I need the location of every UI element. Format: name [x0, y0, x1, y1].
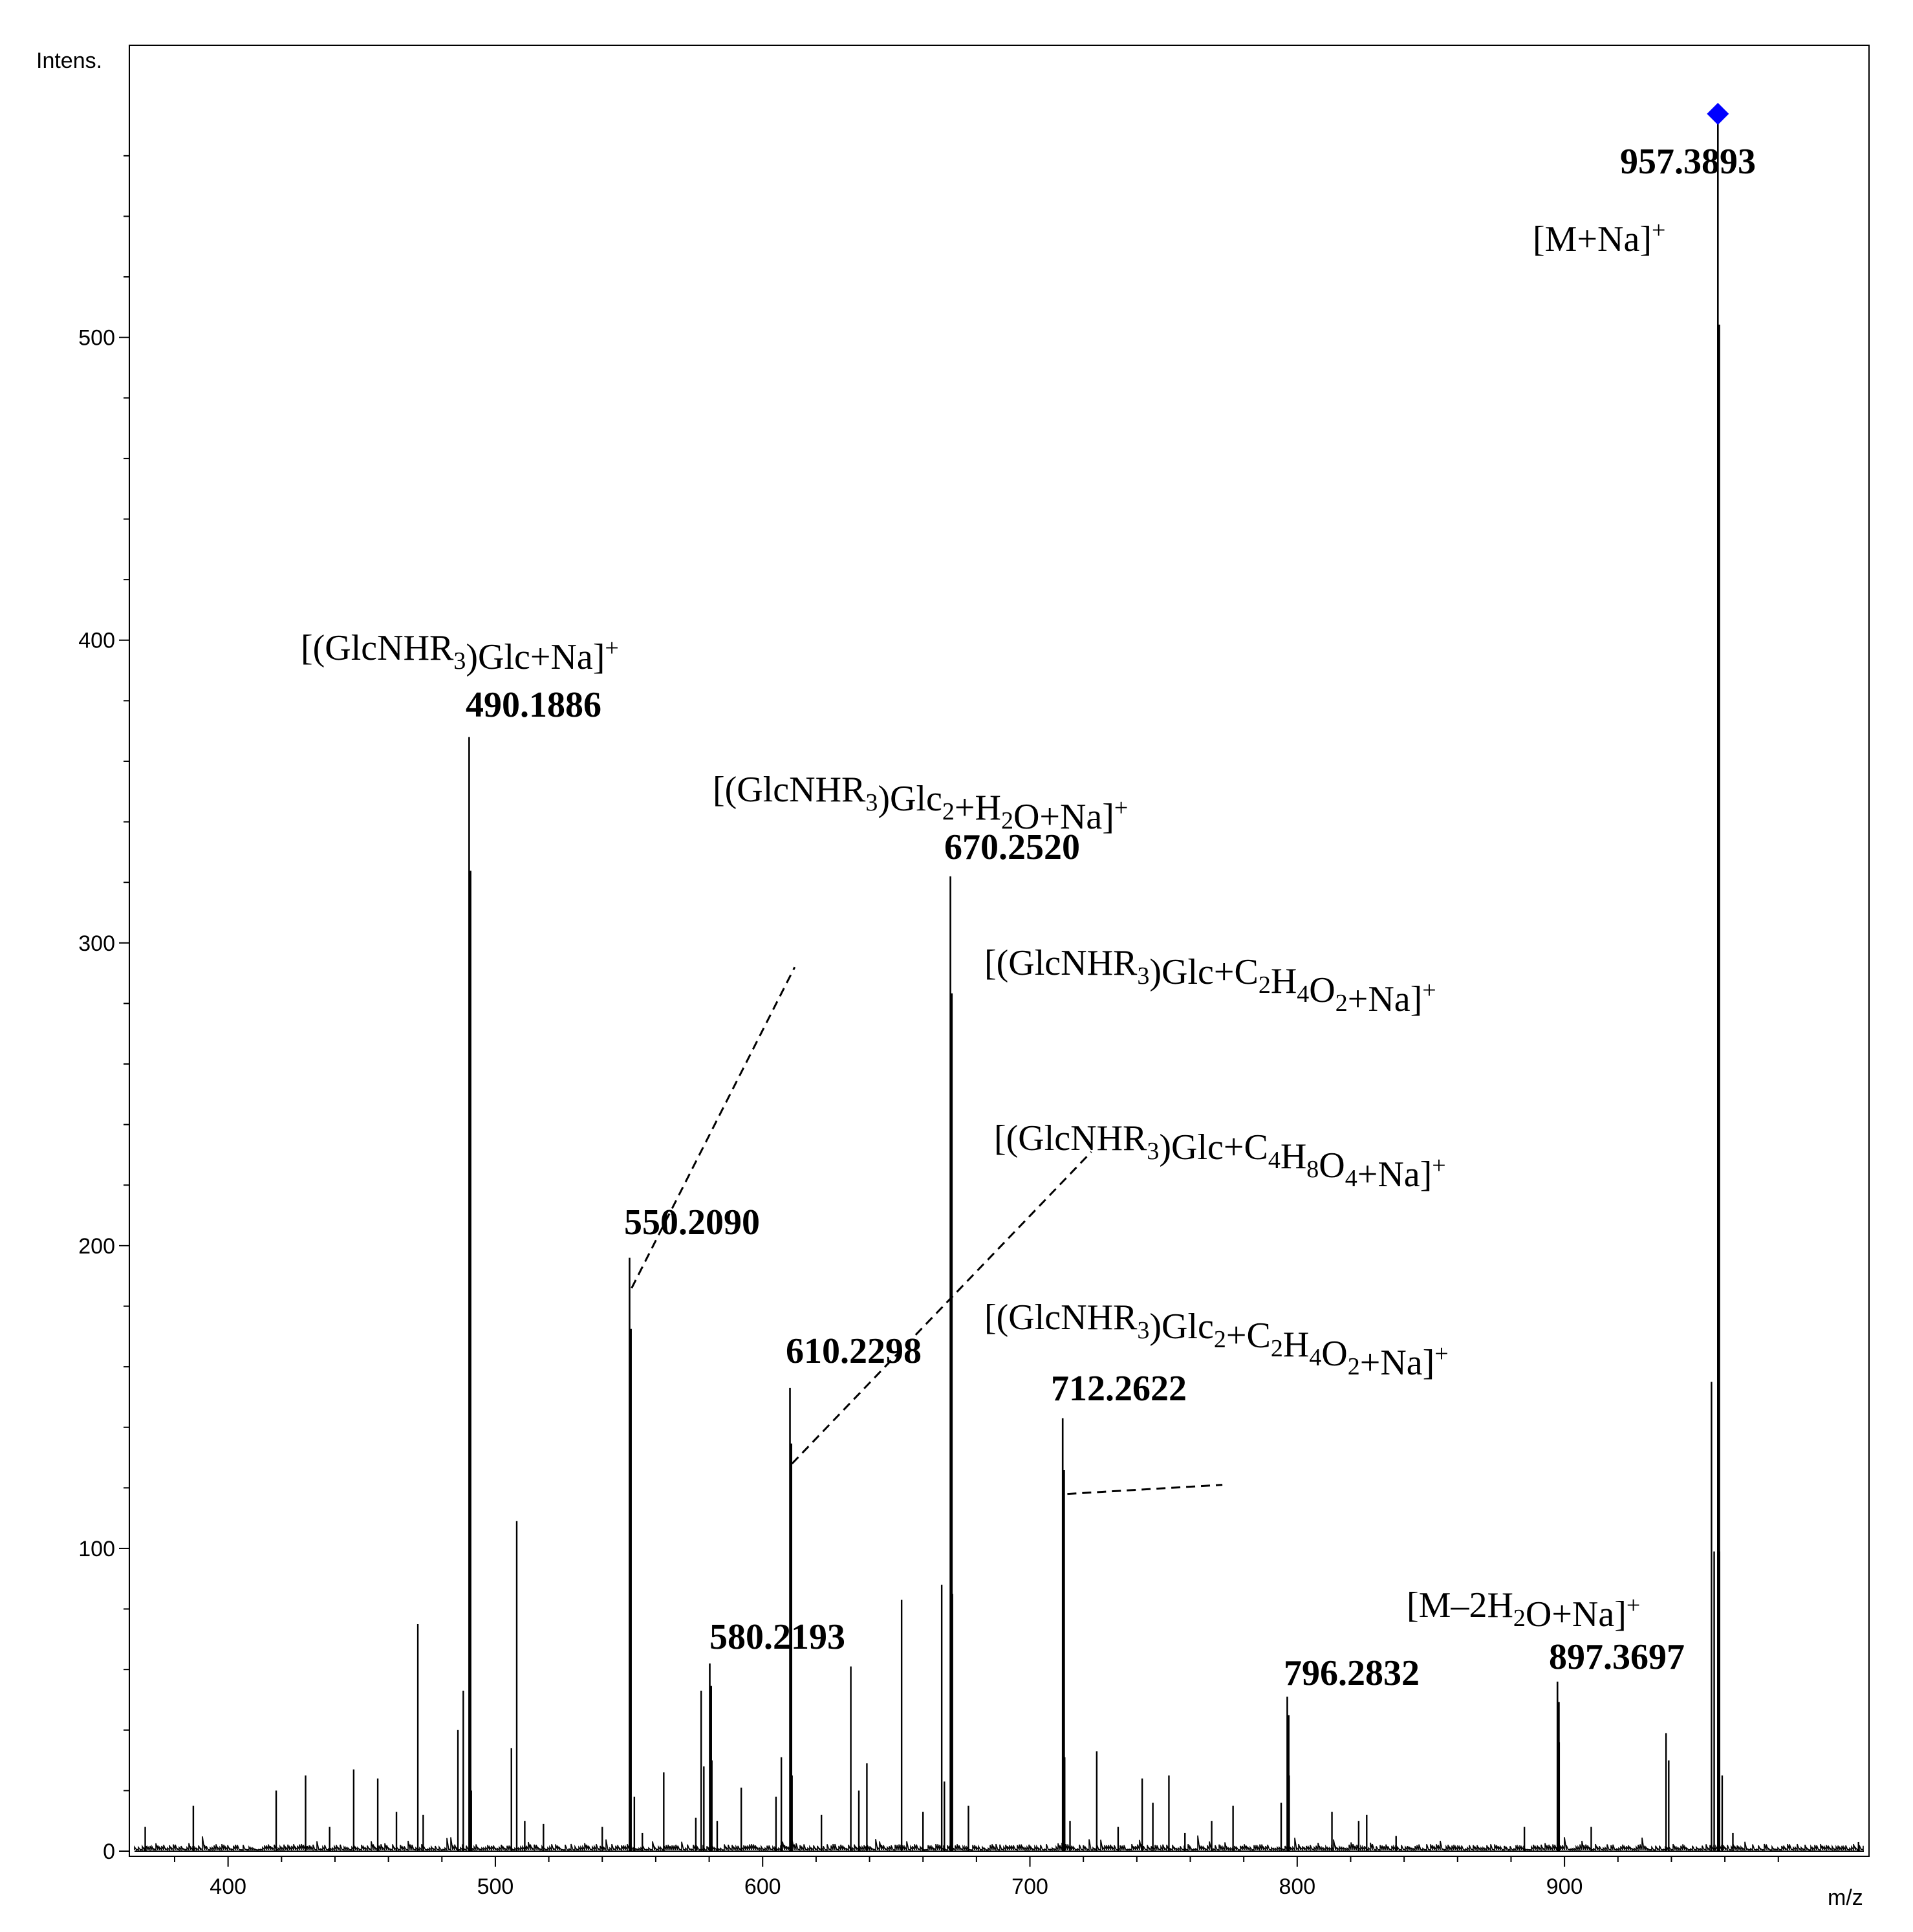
- annotation-leader: [1067, 1484, 1223, 1495]
- peak-annotation: [(GlcNHR3)Glc+Na]+: [301, 628, 619, 677]
- x-tick-label: 800: [1279, 1874, 1315, 1899]
- spectrum-layer: [134, 1835, 1864, 1852]
- annotation-leader: [791, 1151, 1092, 1464]
- annotation-leader: [631, 966, 796, 1289]
- peak-annotation: [(GlcNHR3)Glc2+C2H4O2+Na]+: [984, 1297, 1449, 1383]
- baseline-noise: [134, 1835, 1864, 1852]
- x-tick-label: 900: [1546, 1874, 1583, 1899]
- peak-mz-label: 550.2090: [624, 1202, 760, 1243]
- y-tick-label: 200: [78, 1234, 115, 1259]
- peak-mz-label: 610.2298: [786, 1331, 922, 1371]
- peak-mz-label: 580.2193: [709, 1617, 845, 1657]
- y-tick-label: 300: [78, 931, 115, 956]
- peak-mz-label: 957.3893: [1620, 142, 1756, 182]
- labels-layer: 490.1886 [(GlcNHR3)Glc+Na]+ 550.2090 [(GlcN…: [301, 142, 1756, 1693]
- x-tick-label: 400: [210, 1874, 246, 1899]
- x-axis-label: m/z: [1828, 1885, 1863, 1910]
- peak-mz-label: 796.2832: [1284, 1653, 1420, 1693]
- peak-annotation: [(GlcNHR3)Glc+C4H8O4+Na]+: [994, 1118, 1446, 1195]
- peak-mz-label: 712.2622: [1051, 1369, 1187, 1409]
- peak-mz-label: 670.2520: [944, 827, 1080, 867]
- plot-frame: [129, 45, 1870, 1857]
- peak-mz-label: 490.1886: [466, 685, 601, 725]
- y-axis-label: Intens.: [36, 49, 102, 73]
- peaks-layer: [144, 103, 1859, 1851]
- x-tick-label: 500: [477, 1874, 514, 1899]
- ticks-layer: 400 500 600 700 800 900 0 100 200 300 400 500: [78, 155, 1779, 1899]
- y-tick-label: 400: [78, 629, 115, 653]
- precursor-marker: [1707, 103, 1729, 125]
- peak-annotation: [(GlcNHR3)Glc2+H2O+Na]+: [713, 770, 1128, 837]
- x-tick-label: 600: [744, 1874, 781, 1899]
- peak-annotation: [M–2H2O+Na]+: [1407, 1585, 1640, 1634]
- peak-annotation: [M+Na]+: [1533, 217, 1665, 259]
- x-tick-label: 700: [1011, 1874, 1048, 1899]
- peak-annotation: [(GlcNHR3)Glc+C2H4O2+Na]+: [984, 943, 1436, 1019]
- peak-mz-label: 897.3697: [1549, 1637, 1685, 1677]
- y-tick-label: 100: [78, 1537, 115, 1561]
- y-tick-label: 0: [103, 1840, 115, 1864]
- y-tick-label: 500: [78, 326, 115, 351]
